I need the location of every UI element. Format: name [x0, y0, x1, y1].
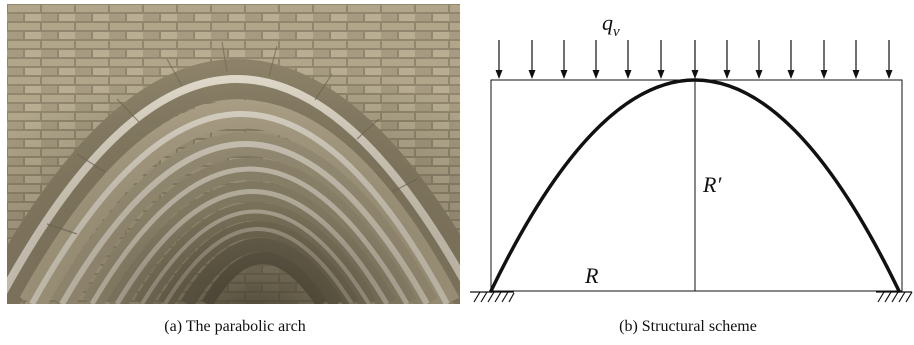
- panel-parabolic-arch: (a) The parabolic arch: [7, 4, 460, 335]
- load-arrow-head: [723, 70, 731, 79]
- height-label: R′: [702, 172, 722, 197]
- load-arrow-head: [787, 70, 795, 79]
- load-arrow-head: [691, 70, 699, 79]
- load-label: qv: [602, 10, 620, 40]
- panel-structural-scheme: qv R′ R (b) Structu: [462, 0, 914, 345]
- structural-scheme-diagram: qv R′ R: [470, 10, 913, 303]
- arch-photo-image: [7, 4, 460, 304]
- parabolic-arch-curve: [489, 78, 901, 293]
- load-arrow-head: [885, 70, 893, 79]
- load-arrow-head: [852, 70, 860, 79]
- load-arrow-head: [560, 70, 568, 79]
- caption-structural-scheme: (b) Structural scheme: [619, 318, 757, 335]
- load-arrow-head: [528, 70, 536, 79]
- load-arrow-head: [495, 70, 503, 79]
- span-label: R: [584, 263, 599, 288]
- arch-photo: [7, 4, 460, 304]
- caption-parabolic-arch: (a) The parabolic arch: [164, 318, 306, 335]
- right-support: [876, 291, 913, 303]
- load-arrow-head: [592, 70, 600, 79]
- load-arrow-head: [820, 70, 828, 79]
- load-arrow-head: [755, 70, 763, 79]
- left-support: [470, 291, 515, 303]
- distributed-load-arrows: [495, 40, 893, 79]
- load-arrow-head: [624, 70, 632, 79]
- load-arrow-head: [657, 70, 665, 79]
